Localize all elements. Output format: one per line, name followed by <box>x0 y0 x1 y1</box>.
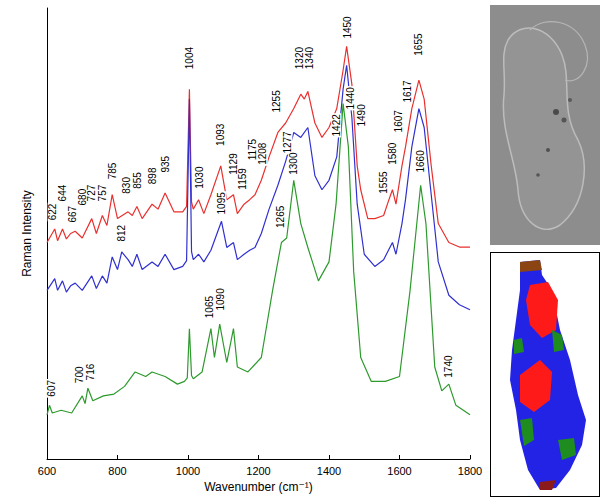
svg-text:1277: 1277 <box>282 131 293 154</box>
svg-text:1255: 1255 <box>271 90 282 113</box>
svg-text:1065: 1065 <box>204 296 215 319</box>
svg-text:1159: 1159 <box>237 168 248 190</box>
svg-text:1265: 1265 <box>275 205 286 228</box>
svg-text:607: 607 <box>46 380 57 397</box>
svg-text:1607: 1607 <box>393 110 404 133</box>
svg-text:1580: 1580 <box>387 142 398 165</box>
svg-text:1422: 1422 <box>331 114 342 137</box>
svg-text:700: 700 <box>74 366 85 383</box>
svg-text:1450: 1450 <box>342 16 353 39</box>
svg-text:600: 600 <box>38 465 56 477</box>
svg-text:1490: 1490 <box>356 104 367 127</box>
svg-text:1129: 1129 <box>228 153 239 175</box>
svg-text:1660: 1660 <box>415 150 426 173</box>
svg-text:644: 644 <box>57 184 68 201</box>
svg-text:Wavenumber (cm⁻¹): Wavenumber (cm⁻¹) <box>204 480 313 494</box>
svg-text:935: 935 <box>160 155 171 172</box>
svg-text:1000: 1000 <box>176 465 200 477</box>
svg-text:855: 855 <box>132 172 143 189</box>
svg-text:716: 716 <box>85 363 96 380</box>
svg-text:1175: 1175 <box>247 138 258 161</box>
svg-text:1800: 1800 <box>458 465 482 477</box>
svg-text:800: 800 <box>108 465 126 477</box>
svg-text:622: 622 <box>47 203 58 220</box>
svg-text:680: 680 <box>76 188 88 206</box>
svg-text:1004: 1004 <box>184 47 195 70</box>
svg-text:Raman Intensity: Raman Intensity <box>20 190 34 277</box>
svg-text:1093: 1093 <box>215 123 226 146</box>
svg-text:1600: 1600 <box>387 465 411 477</box>
svg-text:1617: 1617 <box>402 80 413 103</box>
svg-text:1320: 1320 <box>294 47 305 70</box>
svg-text:1440: 1440 <box>345 87 356 110</box>
svg-text:898: 898 <box>147 167 158 184</box>
svg-text:667: 667 <box>67 205 78 222</box>
svg-text:1555: 1555 <box>378 171 389 194</box>
svg-text:785: 785 <box>107 162 118 179</box>
svg-text:1200: 1200 <box>246 465 270 477</box>
svg-text:727: 727 <box>86 184 97 201</box>
svg-text:1095: 1095 <box>216 192 227 215</box>
svg-text:1030: 1030 <box>194 166 205 189</box>
svg-text:1400: 1400 <box>317 465 341 477</box>
svg-text:1340: 1340 <box>304 47 315 70</box>
svg-text:1740: 1740 <box>443 355 454 378</box>
svg-text:1090: 1090 <box>215 288 226 311</box>
svg-text:757: 757 <box>97 184 108 201</box>
svg-text:1208: 1208 <box>257 142 268 165</box>
svg-text:1300: 1300 <box>288 152 299 175</box>
svg-text:1655: 1655 <box>413 33 424 56</box>
svg-text:830: 830 <box>121 177 132 194</box>
svg-text:812: 812 <box>116 224 127 241</box>
